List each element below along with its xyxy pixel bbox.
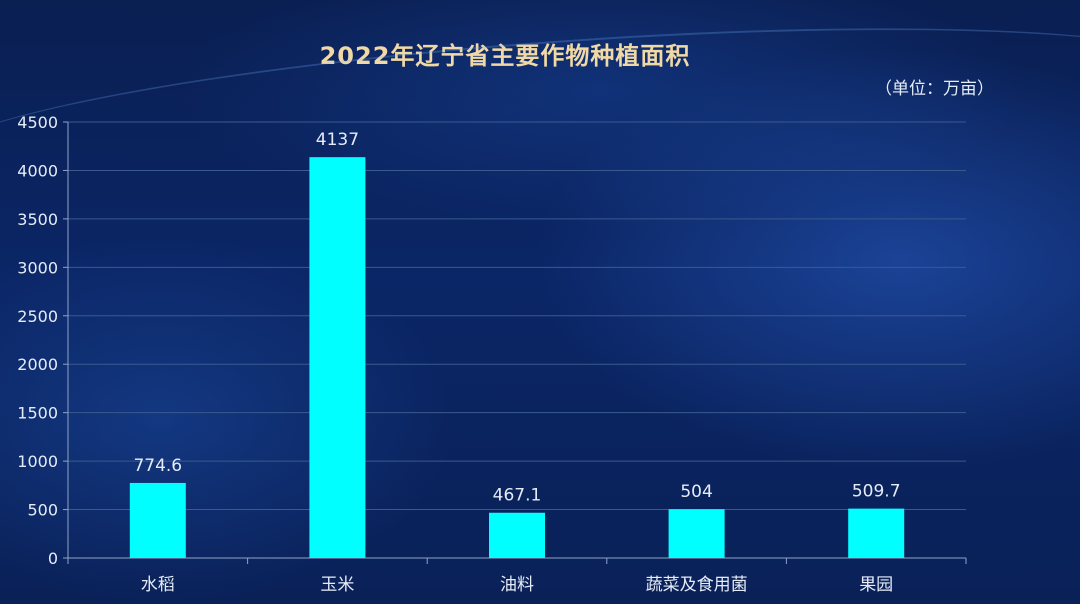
bar	[668, 509, 725, 558]
bar	[848, 508, 905, 558]
y-tick-label: 4500	[17, 113, 58, 132]
y-tick-label: 500	[27, 501, 58, 520]
x-tick-label: 果园	[859, 575, 893, 595]
data-label: 509.7	[852, 482, 901, 502]
data-label: 467.1	[493, 486, 542, 506]
y-tick-label: 2500	[17, 307, 58, 326]
x-tick-label: 玉米	[320, 575, 354, 595]
bar	[309, 157, 366, 559]
y-tick-label: 3500	[17, 210, 58, 229]
y-tick-label: 0	[48, 549, 58, 568]
y-tick-label: 1000	[17, 452, 58, 471]
x-tick-label: 水稻	[141, 575, 175, 595]
data-label: 504	[680, 482, 712, 502]
y-tick-label: 2000	[17, 355, 58, 374]
y-tick-label: 3000	[17, 258, 58, 277]
bar	[489, 512, 545, 558]
x-tick-label: 蔬菜及食用菌	[646, 575, 748, 595]
data-label: 774.6	[133, 456, 182, 476]
y-tick-label: 4000	[17, 161, 58, 180]
x-tick-label: 油料	[500, 575, 534, 595]
unit-label: （单位：万亩）	[875, 79, 994, 99]
chart-title: 2022年辽宁省主要作物种植面积	[319, 42, 691, 70]
y-tick-label: 1500	[17, 404, 58, 423]
bar	[129, 482, 186, 558]
data-label: 4137	[316, 130, 359, 150]
